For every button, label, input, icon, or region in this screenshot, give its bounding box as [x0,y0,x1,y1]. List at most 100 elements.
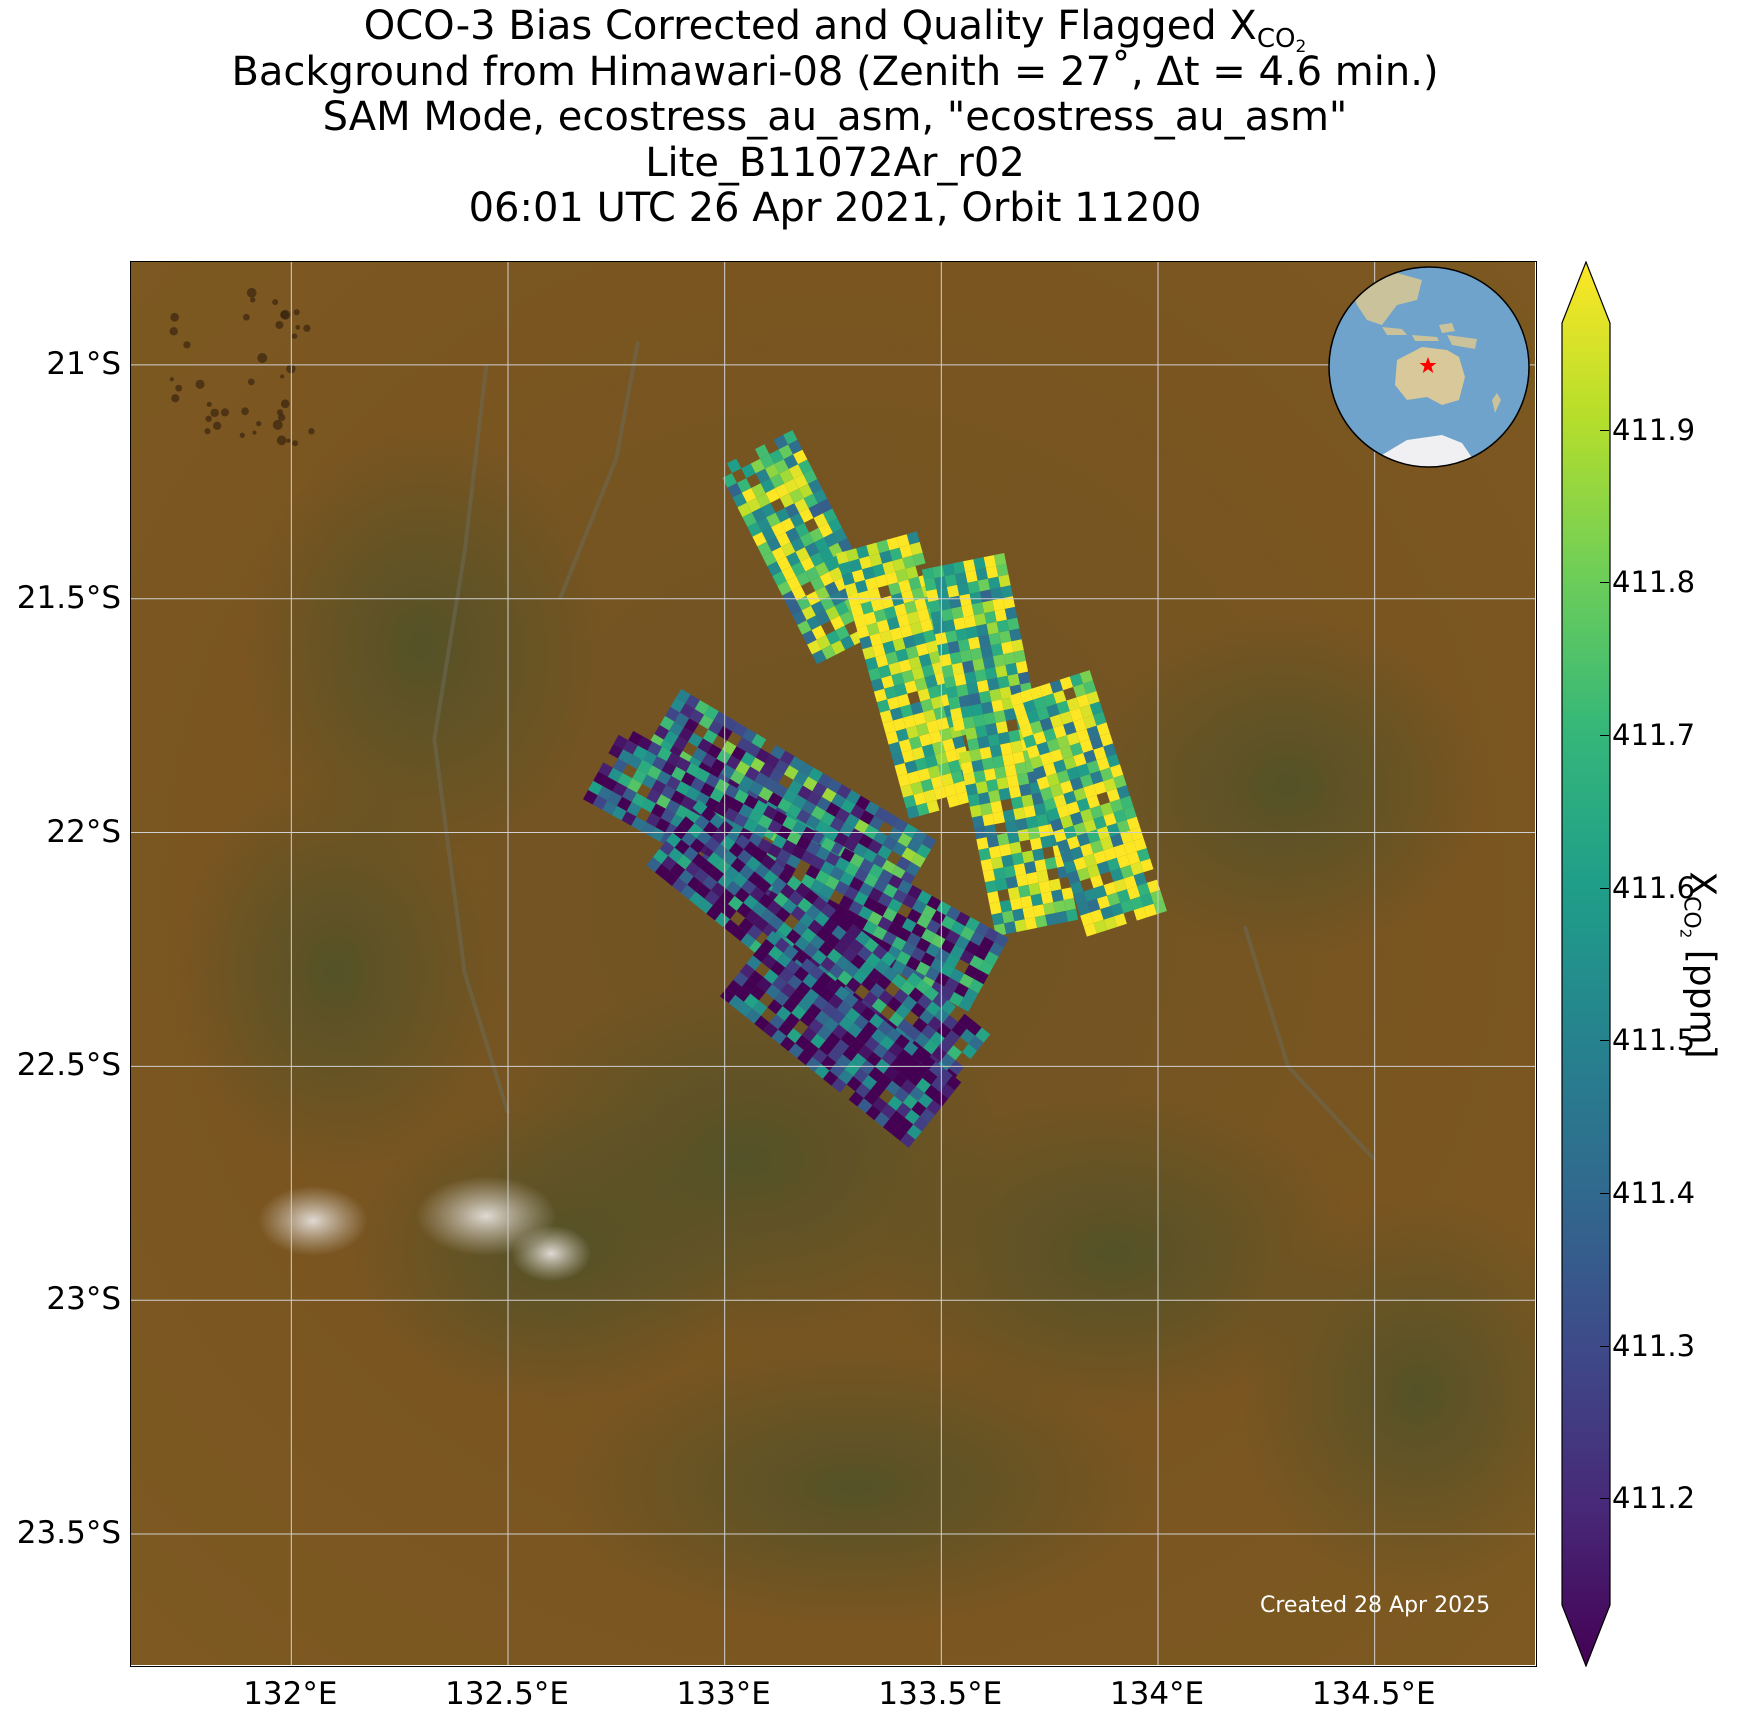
sounding-cell [1116,819,1131,834]
sounding-cell [834,985,850,1001]
sounding-cell [666,775,681,791]
sounding-cell [962,660,975,674]
sounding-cell [918,653,932,667]
indonesia-islands [1382,323,1455,341]
sounding-cell [974,922,990,937]
sounding-cell [927,765,941,779]
sounding-cell [722,850,738,866]
sounding-cell [775,907,791,923]
sounding-cell [914,1032,930,1048]
sounding-cell [871,998,887,1014]
sounding-cell [676,757,691,772]
sounding-cell [964,727,978,741]
sounding-cell [701,806,717,822]
sounding-cell [939,1083,955,1099]
sounding-cell [808,503,823,518]
sounding-cell [1063,860,1077,874]
sounding-cell [897,773,911,787]
sounding-cell [783,944,799,960]
sounding-cell [1083,680,1097,695]
sounding-cell [791,561,806,577]
sounding-cell [1032,848,1045,862]
sounding-cell [788,890,804,906]
sounding-cell [899,544,913,559]
sounding-cell [771,546,786,562]
sounding-cell [794,522,810,538]
sounding-cell [977,735,990,749]
sounding-cell [896,950,911,966]
sounding-cell [668,847,684,863]
sounding-cell [852,969,868,985]
swath-4 [1009,670,1167,937]
sounding-cell [689,709,705,724]
sounding-cell [914,677,928,691]
sounding-cell [885,731,899,745]
sounding-cell [1076,694,1090,708]
terrain-speck [275,320,284,329]
sounding-cell [1100,802,1114,816]
sounding-cell [916,802,930,817]
sounding-cell [894,1034,910,1050]
sounding-cell [1040,835,1053,849]
sounding-cell [971,815,985,829]
sounding-cell [774,483,790,499]
sounding-cell [881,1103,897,1119]
sounding-cell [796,595,811,611]
sounding-cell [902,894,918,909]
sounding-cell [1126,886,1141,900]
sounding-cell [752,848,768,864]
sounding-cell [825,1032,841,1048]
sounding-cell [750,985,766,1001]
sounding-cell [1007,830,1020,844]
sounding-cell [627,754,643,770]
sounding-cell [824,581,839,597]
sounding-cell [921,744,935,758]
sounding-cell [769,861,785,877]
sounding-cell [998,630,1012,644]
sounding-cell [1086,794,1100,809]
sounding-cell [885,1080,901,1096]
sounding-cell [1038,824,1051,838]
sounding-cell [1069,707,1084,722]
map-panel[interactable] [130,261,1537,1667]
sounding-cell [883,1065,899,1081]
sounding-cell [661,761,677,776]
sounding-cell [859,961,875,977]
sounding-cell [979,746,992,760]
terrain-speck [252,430,257,435]
sounding-cell [881,675,895,689]
sounding-cell [801,826,817,842]
sounding-cell [924,1084,940,1100]
sounding-cell [1099,767,1114,782]
sounding-cell [1033,765,1047,780]
sounding-cell [783,765,799,780]
sounding-cell [632,745,648,760]
terrain-speck [195,379,205,389]
sounding-cell [782,997,798,1013]
sounding-cell [973,613,987,626]
sounding-cell [892,912,907,928]
sounding-cell [1001,641,1014,655]
sounding-cell [926,919,941,934]
sounding-cell [972,658,985,672]
sounding-cell [810,879,825,894]
sounding-cell [919,1009,935,1025]
sounding-cell [962,716,976,730]
sounding-cell [776,848,792,864]
sounding-cell [895,568,909,583]
sounding-cell [948,595,962,609]
sounding-cell [721,740,737,756]
sounding-cell [742,512,757,527]
sounding-cell [835,955,851,971]
terrain-speck [169,327,178,336]
sounding-cell [964,964,979,979]
sounding-cell [823,1017,839,1033]
sounding-cell [950,944,965,960]
sounding-cell [803,493,818,509]
sounding-cell [737,1001,753,1017]
sounding-cell [850,954,866,970]
sounding-cell [719,793,735,808]
sounding-cell [917,994,933,1010]
sounding-cell [1073,753,1087,767]
sounding-cell [617,773,633,788]
